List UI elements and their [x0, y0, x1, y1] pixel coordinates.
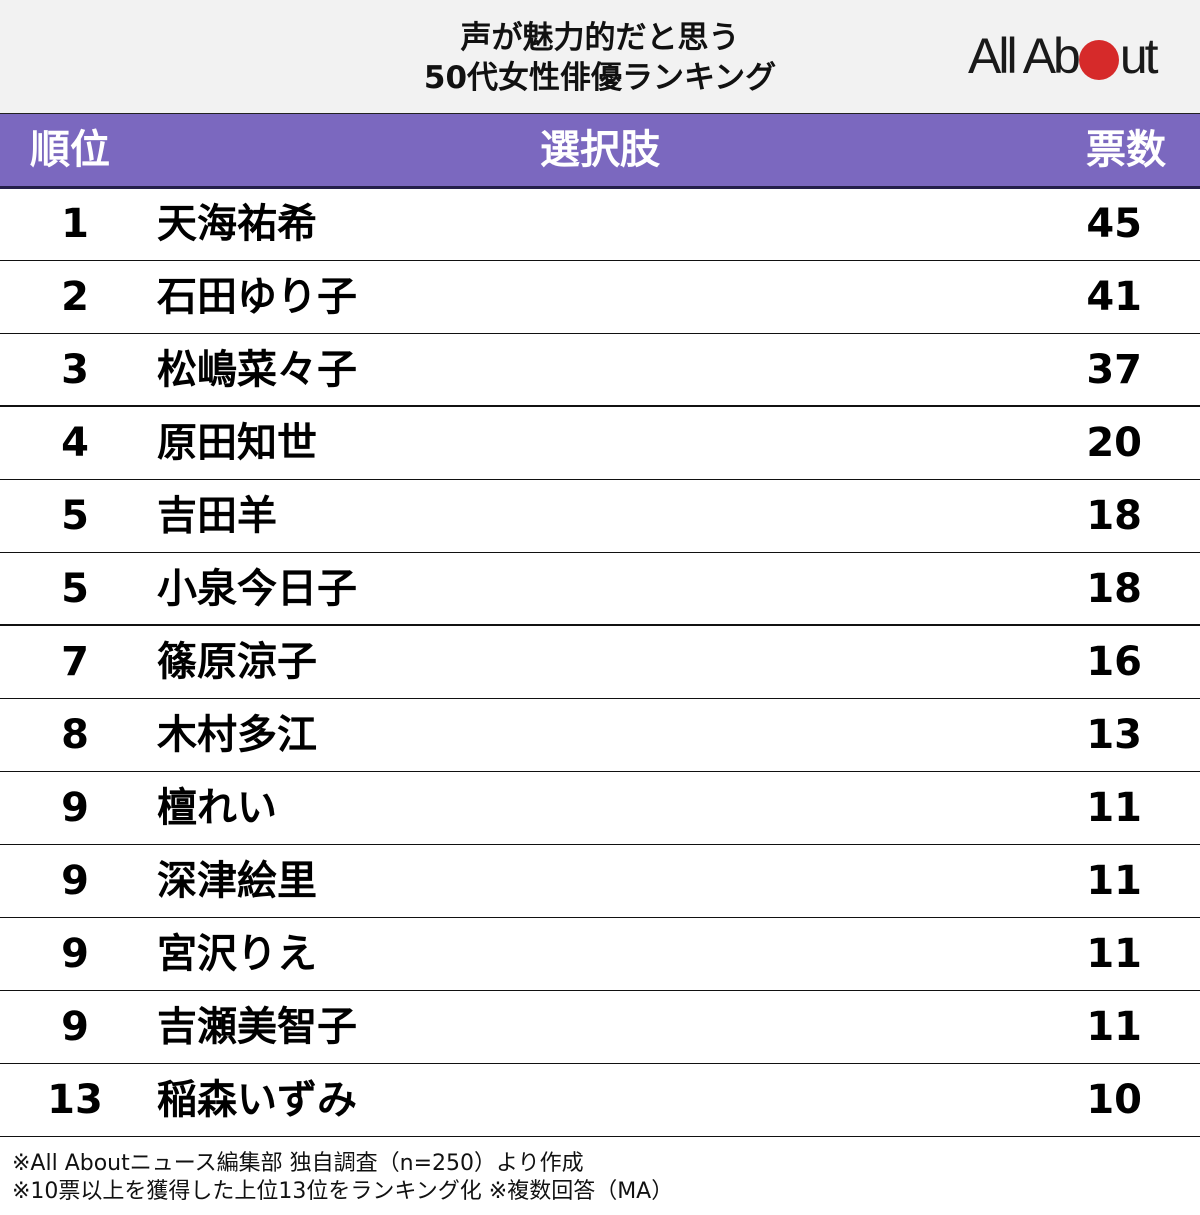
votes-cell: 16 — [1086, 639, 1142, 685]
votes-cell: 10 — [1086, 1077, 1142, 1123]
table-row: 4 原田知世 20 — [0, 407, 1200, 480]
name-cell: 宮沢りえ — [157, 931, 317, 977]
table-row: 1 天海祐希 45 — [0, 188, 1200, 261]
name-cell: 吉田羊 — [157, 493, 277, 539]
votes-cell: 11 — [1086, 858, 1142, 904]
title-line-2: 50代女性俳優ランキング — [423, 60, 777, 96]
footnote: ※All Aboutニュース編集部 独自調査（n=250）より作成 ※10票以上… — [12, 1150, 673, 1206]
rank-cell: 1 — [61, 201, 89, 247]
rank-cell: 5 — [61, 566, 89, 612]
rank-cell: 9 — [61, 931, 89, 977]
title-area: 声が魅力的だと思う 50代女性俳優ランキング All Ab ut — [0, 0, 1200, 113]
table-row: 9 吉瀬美智子 11 — [0, 991, 1200, 1064]
header-rank: 順位 — [30, 127, 110, 173]
name-cell: 小泉今日子 — [157, 566, 357, 612]
name-cell: 石田ゆり子 — [157, 274, 357, 320]
name-cell: 深津絵里 — [157, 858, 317, 904]
votes-cell: 11 — [1086, 931, 1142, 977]
rank-cell: 9 — [61, 1004, 89, 1050]
name-cell: 松嶋菜々子 — [157, 347, 357, 393]
table-row: 13 稲森いずみ 10 — [0, 1064, 1200, 1137]
rank-cell: 13 — [47, 1077, 103, 1123]
logo-text-after: ut — [1119, 28, 1159, 84]
rank-cell: 7 — [61, 639, 89, 685]
table-row: 9 檀れい 11 — [0, 772, 1200, 845]
rank-cell: 9 — [61, 785, 89, 831]
page-title: 声が魅力的だと思う 50代女性俳優ランキング — [0, 18, 1200, 98]
name-cell: 原田知世 — [157, 420, 317, 466]
name-cell: 檀れい — [157, 785, 277, 831]
table-row: 8 木村多江 13 — [0, 699, 1200, 772]
title-line-1: 声が魅力的だと思う — [460, 20, 740, 56]
rank-cell: 4 — [61, 420, 89, 466]
votes-cell: 18 — [1086, 493, 1142, 539]
table-row: 2 石田ゆり子 41 — [0, 261, 1200, 334]
votes-cell: 11 — [1086, 785, 1142, 831]
rank-cell: 8 — [61, 712, 89, 758]
votes-cell: 11 — [1086, 1004, 1142, 1050]
name-cell: 稲森いずみ — [157, 1077, 357, 1123]
votes-cell: 13 — [1086, 712, 1142, 758]
table-header: 順位 選択肢 票数 — [0, 113, 1200, 189]
footnote-method: ※10票以上を獲得した上位13位をランキング化 ※複数回答（MA） — [12, 1179, 674, 1204]
ranking-table-body: 1 天海祐希 45 2 石田ゆり子 41 3 松嶋菜々子 37 4 原田知世 20 5 吉田羊 18… — [0, 188, 1200, 1137]
table-row: 5 吉田羊 18 — [0, 480, 1200, 553]
name-cell: 木村多江 — [157, 712, 317, 758]
header-name: 選択肢 — [540, 127, 660, 173]
allabout-logo: All Ab ut — [968, 28, 1159, 84]
votes-cell: 41 — [1086, 274, 1142, 320]
name-cell: 篠原涼子 — [157, 639, 317, 685]
name-cell: 天海祐希 — [157, 201, 317, 247]
table-row: 9 宮沢りえ 11 — [0, 918, 1200, 991]
votes-cell: 18 — [1086, 566, 1142, 612]
votes-cell: 45 — [1086, 201, 1142, 247]
rank-cell: 3 — [61, 347, 89, 393]
table-row: 3 松嶋菜々子 37 — [0, 334, 1200, 407]
logo-red-dot-icon — [1078, 40, 1119, 80]
votes-cell: 20 — [1086, 420, 1142, 466]
footnote-source: ※All Aboutニュース編集部 独自調査（n=250）より作成 — [12, 1151, 584, 1176]
logo-text-before: All Ab — [968, 28, 1081, 84]
rank-cell: 9 — [61, 858, 89, 904]
votes-cell: 37 — [1086, 347, 1142, 393]
table-row: 9 深津絵里 11 — [0, 845, 1200, 918]
table-row: 7 篠原涼子 16 — [0, 626, 1200, 699]
table-row: 5 小泉今日子 18 — [0, 553, 1200, 626]
header-votes: 票数 — [1086, 127, 1166, 173]
rank-cell: 2 — [61, 274, 89, 320]
name-cell: 吉瀬美智子 — [157, 1004, 357, 1050]
rank-cell: 5 — [61, 493, 89, 539]
